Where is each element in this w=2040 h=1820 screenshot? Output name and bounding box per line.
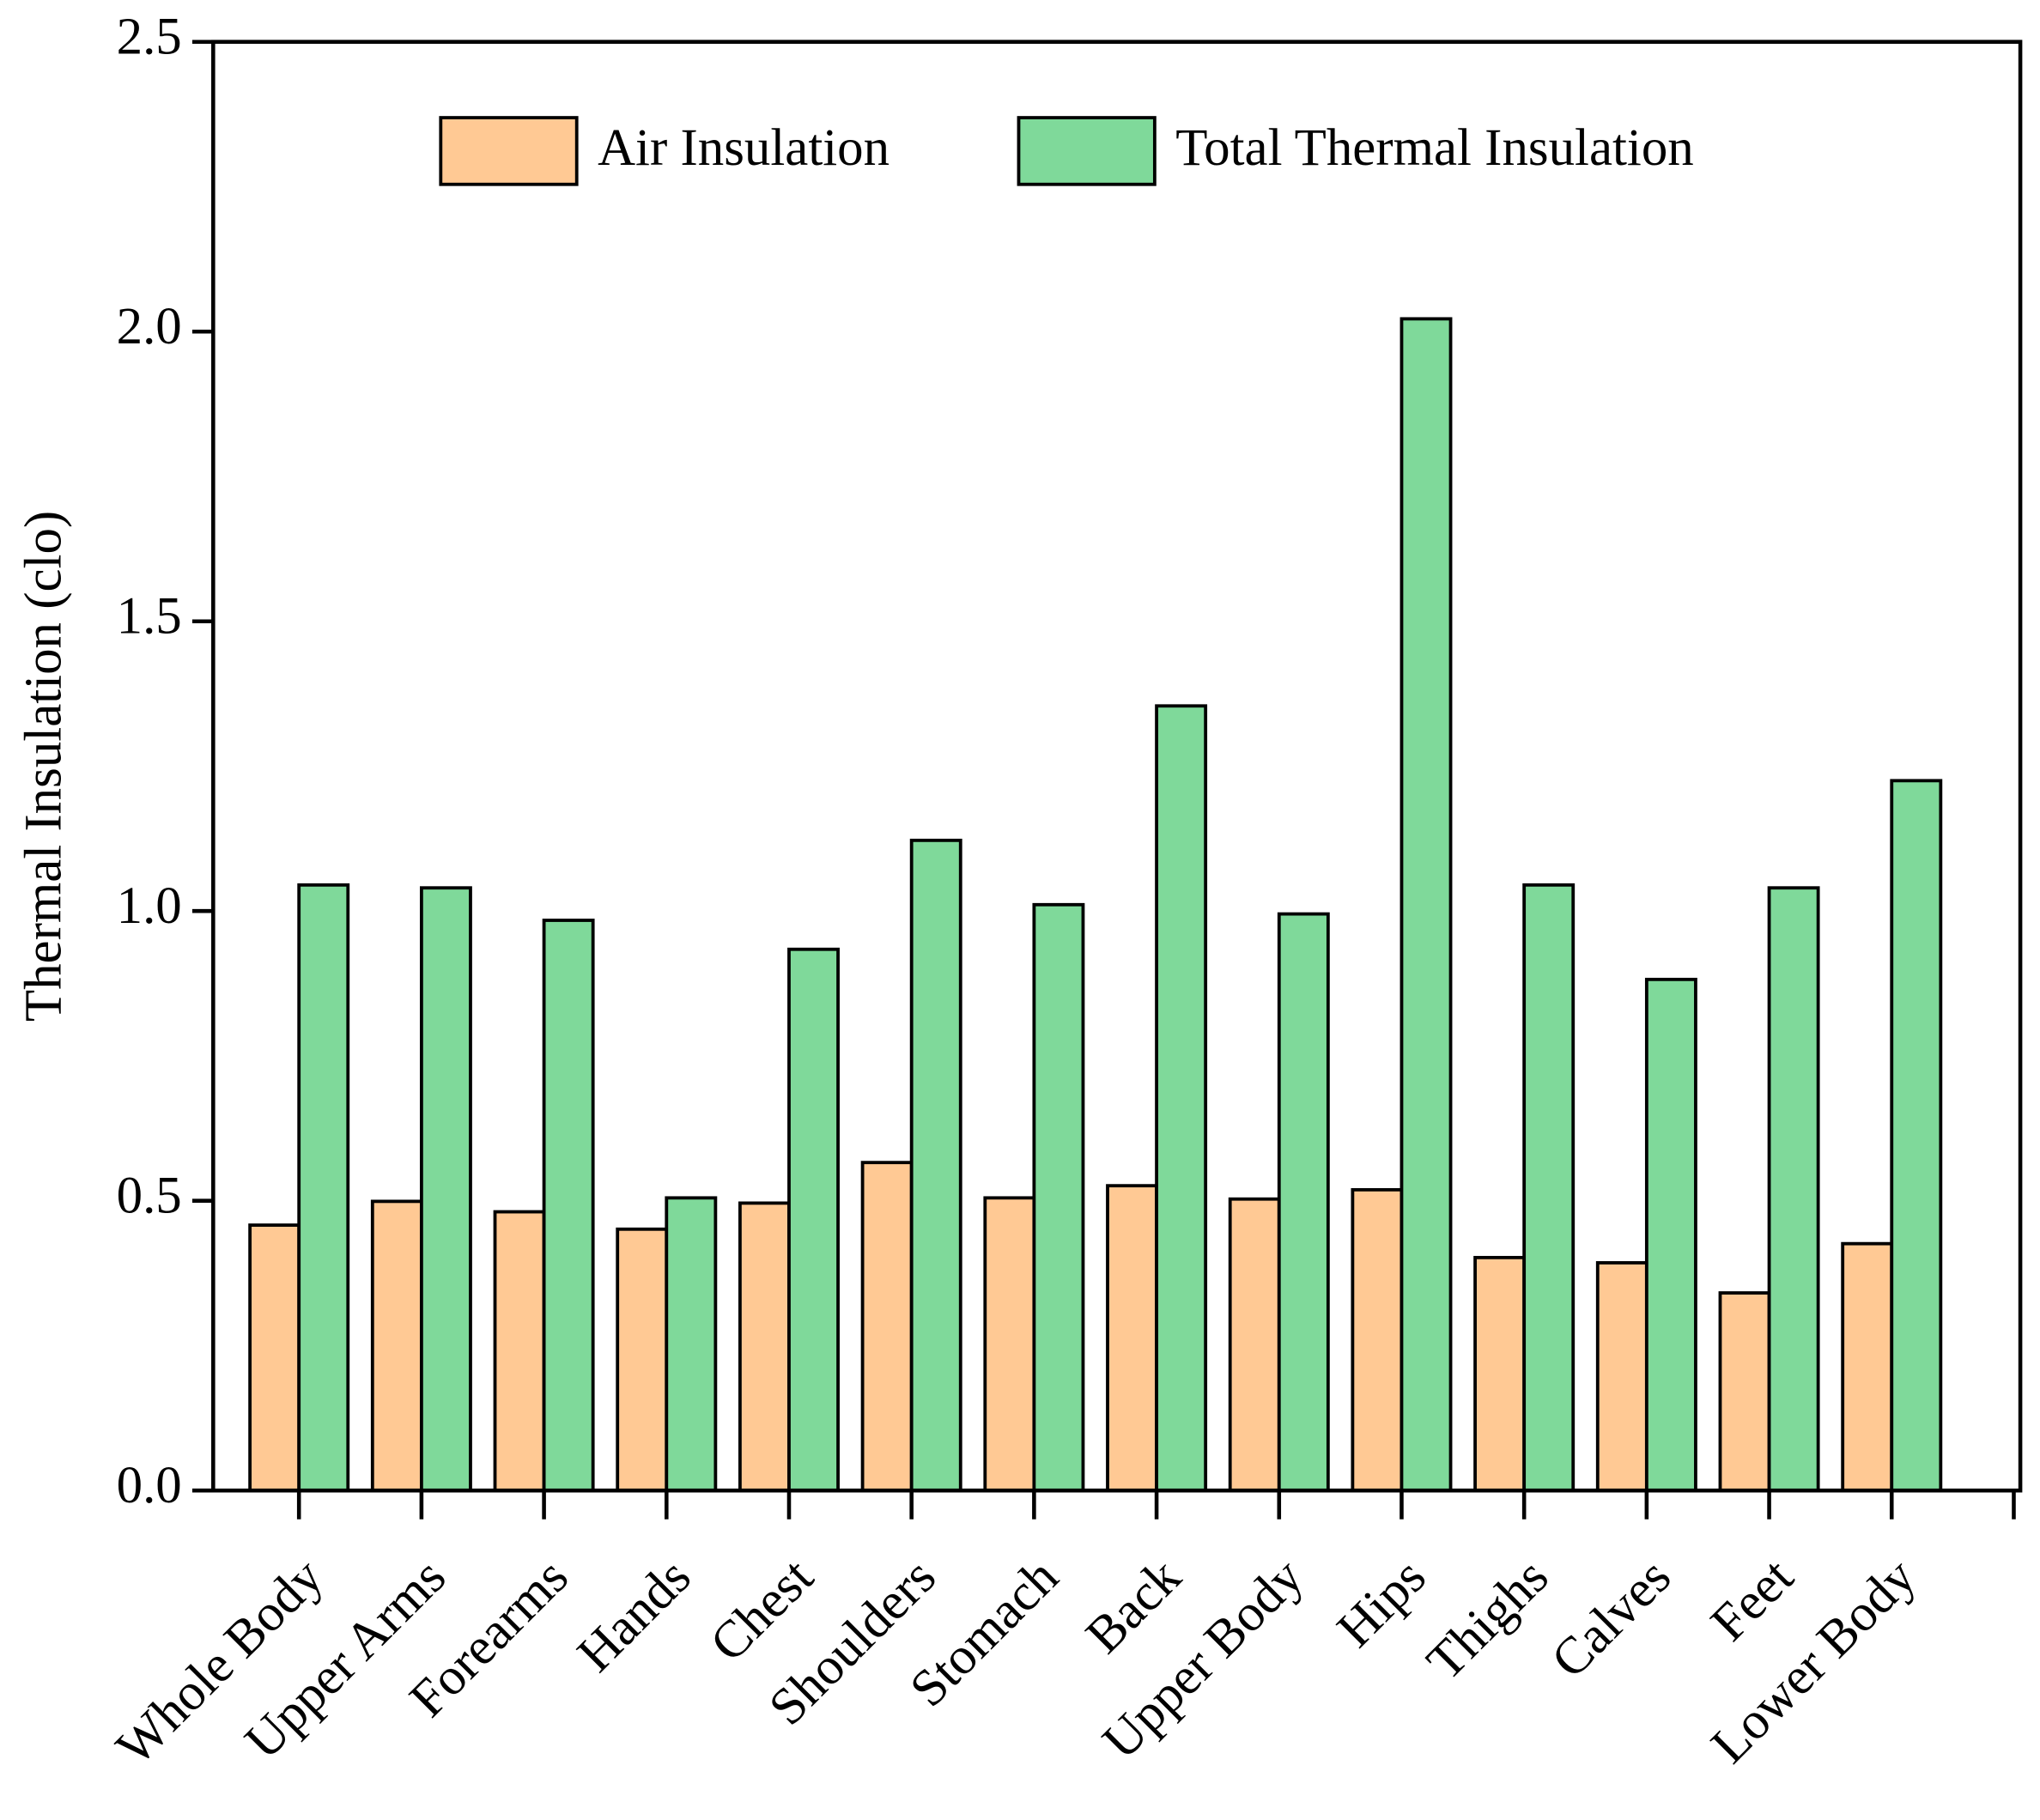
bar bbox=[1522, 883, 1576, 1493]
bar bbox=[297, 883, 350, 1493]
bar bbox=[983, 1196, 1036, 1493]
bar bbox=[248, 1223, 301, 1493]
x-tick-label: Feet bbox=[1700, 1548, 1805, 1653]
bar bbox=[1399, 317, 1453, 1493]
y-tick-label: 0.5 bbox=[117, 1168, 182, 1225]
bar bbox=[1644, 977, 1697, 1493]
bar bbox=[1767, 886, 1820, 1493]
plot-frame bbox=[211, 39, 2023, 1493]
bar bbox=[1595, 1261, 1648, 1493]
bar bbox=[787, 947, 840, 1493]
bar bbox=[493, 1210, 546, 1493]
bar bbox=[616, 1227, 669, 1493]
y-axis-label: Thermal Insulation (clo) bbox=[15, 511, 72, 1022]
legend-swatch bbox=[439, 116, 579, 186]
bar bbox=[370, 1199, 423, 1493]
bar bbox=[665, 1196, 718, 1493]
bar bbox=[860, 1161, 914, 1493]
bar bbox=[542, 919, 595, 1493]
bar bbox=[1351, 1187, 1404, 1493]
x-tick-label: Hands bbox=[567, 1548, 701, 1683]
bar bbox=[1032, 902, 1085, 1493]
legend-swatch bbox=[1017, 116, 1157, 186]
bar bbox=[1106, 1184, 1158, 1493]
y-tick-label: 1.0 bbox=[117, 877, 182, 935]
legend-label: Air Insulation bbox=[598, 119, 889, 177]
bar bbox=[738, 1201, 791, 1493]
legend-label: Total Thermal Insulation bbox=[1175, 119, 1694, 177]
bar bbox=[1718, 1291, 1771, 1493]
bar bbox=[419, 886, 472, 1493]
bar bbox=[1228, 1197, 1281, 1493]
x-tick-label: Thighs bbox=[1416, 1548, 1559, 1691]
x-tick-label: Calves bbox=[1540, 1548, 1682, 1690]
bar bbox=[1155, 704, 1208, 1493]
y-tick-label: 2.0 bbox=[117, 298, 182, 355]
y-tick-label: 0.0 bbox=[117, 1457, 182, 1514]
x-tick-label: Hips bbox=[1327, 1548, 1437, 1659]
bar bbox=[1473, 1255, 1527, 1493]
y-tick-label: 2.5 bbox=[117, 9, 182, 66]
y-tick-label: 1.5 bbox=[117, 588, 182, 646]
bar bbox=[1890, 779, 1943, 1493]
bar bbox=[1277, 912, 1330, 1493]
bar bbox=[1841, 1241, 1894, 1493]
bar bbox=[909, 838, 962, 1493]
